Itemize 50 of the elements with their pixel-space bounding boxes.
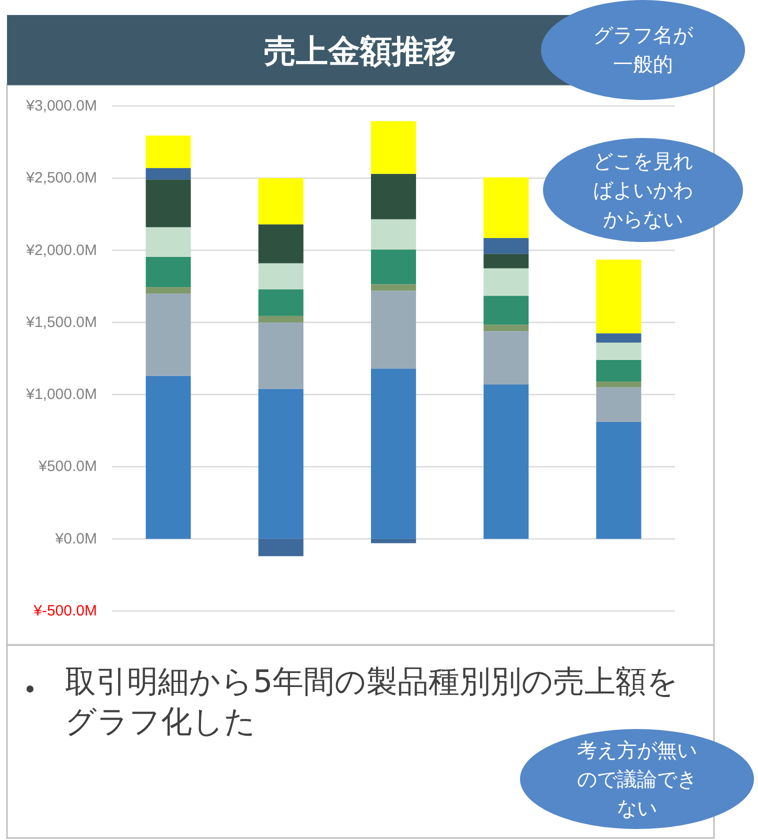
- bar: [258, 178, 304, 224]
- y-tick-label: ¥1,500.0M: [25, 314, 97, 331]
- bar: [258, 289, 304, 316]
- bar: [146, 294, 191, 376]
- y-tick-label: ¥2,500.0M: [25, 170, 97, 187]
- y-tick-label: ¥-500.0M: [32, 602, 97, 620]
- bar: [258, 263, 304, 290]
- bar: [484, 177, 529, 238]
- bar: [596, 342, 642, 360]
- bar: [370, 284, 416, 291]
- bar: [596, 387, 642, 422]
- bar: [146, 227, 191, 257]
- bar: [370, 250, 416, 284]
- bar: [596, 333, 642, 343]
- text: グラフ名が一般的: [592, 22, 694, 78]
- bar: [146, 168, 191, 180]
- bar: [258, 538, 304, 556]
- bar: [484, 238, 529, 254]
- bar: [370, 290, 416, 369]
- bar: [258, 322, 304, 389]
- bar: [484, 331, 529, 384]
- bar: [146, 376, 191, 539]
- bar: [596, 422, 642, 539]
- y-tick-label: ¥1,000.0M: [25, 386, 97, 404]
- bar: [258, 316, 304, 322]
- bar: [258, 224, 304, 264]
- y-tick-label: ¥2,000.0M: [25, 242, 97, 259]
- y-tick-label: ¥3,000.0M: [25, 98, 97, 114]
- bar: [370, 121, 416, 174]
- y-tick-label: ¥0.0M: [54, 530, 97, 548]
- bar: [596, 382, 642, 388]
- bar: [484, 296, 529, 325]
- bar: [146, 287, 191, 294]
- bar: [370, 538, 416, 544]
- bar: [146, 180, 191, 228]
- bar: [484, 254, 529, 268]
- bar: [370, 219, 416, 250]
- bar: [370, 174, 416, 220]
- annotation: どこを見ればよいかわからない: [592, 148, 694, 232]
- y-tick-label: ¥500.0M: [38, 458, 97, 476]
- bar: [484, 324, 529, 332]
- bar: [258, 388, 304, 539]
- bar: [596, 260, 642, 334]
- bar: [146, 256, 191, 288]
- bar: [484, 384, 529, 539]
- bar: [370, 368, 416, 539]
- bar: [596, 360, 642, 382]
- bar: [484, 268, 529, 296]
- bar: [146, 136, 191, 168]
- chart-title: 売上金額推移: [264, 32, 456, 70]
